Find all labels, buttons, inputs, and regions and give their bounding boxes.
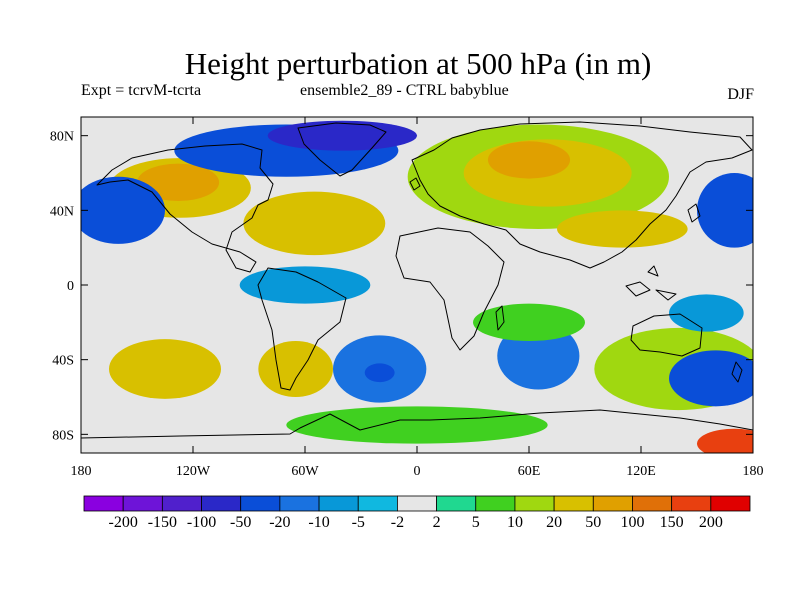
colorbar-label-6: -5: [352, 514, 365, 531]
colorbar-swatch-8: [397, 495, 437, 512]
contour-features: [81, 120, 753, 453]
contour-feature-5: [267, 120, 417, 151]
colorbar-label-7: -2: [391, 514, 404, 531]
contour-feature-20: [239, 266, 371, 304]
colorbar-swatch-6: [318, 495, 359, 512]
colorbar-swatch-14: [632, 495, 673, 512]
colorbar-label-11: 20: [546, 514, 562, 531]
colorbar-label-1: -150: [148, 514, 177, 531]
colorbar-swatch-16: [710, 495, 751, 512]
contour-feature-11: [557, 210, 688, 248]
lat-tick-label-2: 0: [67, 279, 74, 294]
ensemble-label: ensemble2_89 - CTRL babyblue: [300, 82, 509, 99]
coastline-maritime-islands: [625, 265, 677, 301]
colorbar-swatch-11: [514, 495, 555, 512]
colorbar-label-5: -10: [308, 514, 329, 531]
colorbar-label-9: 5: [472, 514, 480, 531]
lat-tick-label-3: 40S: [52, 354, 74, 369]
colorbar-label-10: 10: [507, 514, 523, 531]
colorbar-swatch-15: [671, 495, 712, 512]
colorbar-label-12: 50: [585, 514, 601, 531]
lat-tick-label-1: 40N: [50, 204, 74, 219]
contour-feature-12: [109, 339, 221, 399]
colorbar-swatch-13: [592, 495, 633, 512]
colorbar-label-15: 200: [699, 514, 723, 531]
coastline-africa: [395, 227, 505, 351]
contour-plot-area: [81, 117, 753, 453]
contour-feature-2: [81, 176, 165, 244]
coastline-antarctica: [81, 409, 753, 439]
colorbar-swatch-5: [279, 495, 320, 512]
lat-tick-label-4: 80S: [52, 428, 74, 443]
colorbar-label-2: -100: [187, 514, 216, 531]
contour-feature-22: [286, 406, 548, 444]
coastline-south-america: [257, 267, 347, 391]
coastline-madagascar: [495, 305, 505, 331]
coastline-australia: [630, 313, 703, 357]
contour-feature-1: [137, 163, 220, 201]
contour-feature-15: [364, 363, 395, 383]
coastline-eurasia: [411, 121, 753, 269]
lon-tick-label-4: 60E: [518, 464, 541, 479]
lon-tick-label-3: 0: [414, 464, 421, 479]
colorbar-label-13: 100: [620, 514, 644, 531]
contour-feature-21: [473, 303, 585, 342]
lon-tick-label-6: 180: [743, 464, 764, 479]
coastline-greenland: [297, 122, 387, 177]
colorbar-label-8: 2: [433, 514, 441, 531]
colorbar-swatch-0: [83, 495, 124, 512]
colorbar-swatch-7: [357, 495, 398, 512]
coastline-new-zealand: [731, 361, 743, 383]
colorbar-swatch-1: [122, 495, 163, 512]
lon-tick-label-1: 120W: [176, 464, 211, 479]
lat-tick-label-0: 80N: [50, 130, 74, 145]
coastline-japan: [687, 203, 701, 223]
lon-tick-label-0: 180: [71, 464, 92, 479]
contour-feature-3: [697, 173, 753, 248]
colorbar-label-0: -200: [109, 514, 138, 531]
contour-feature-19: [669, 294, 744, 332]
colorbar-swatch-12: [553, 495, 594, 512]
contour-feature-7: [280, 215, 348, 243]
contour-feature-10: [487, 141, 571, 179]
colorbar: -200 -150 -100 -50 -20 -10 -5 -2 2 5 10 20 50 100 150 2…: [83, 495, 751, 531]
lon-tick-label-5: 120E: [626, 464, 656, 479]
colorbar-swatch-9: [436, 495, 477, 512]
coastline-north-america: [96, 143, 274, 273]
colorbar-swatch-3: [201, 495, 242, 512]
coastline-british-isles: [409, 177, 421, 191]
map-title: Height perturbation at 500 hPa (in m): [184, 46, 652, 81]
contour-feature-13: [258, 341, 333, 397]
colorbar-swatch-2: [161, 495, 202, 512]
lon-tick-label-2: 60W: [291, 464, 319, 479]
coastlines: [81, 121, 753, 439]
contour-feature-18: [669, 350, 753, 407]
colorbar-swatch-4: [240, 495, 281, 512]
experiment-label: Expt = tcrvM-tcrta: [81, 82, 202, 99]
axis-ticks: 80N 40N 0 40S 80S 180 120W 60W 0 60E 120E 180: [50, 117, 764, 479]
contour-feature-23: [697, 428, 753, 453]
colorbar-swatch-10: [475, 495, 516, 512]
season-label: DJF: [727, 86, 754, 103]
colorbar-label-14: 150: [660, 514, 684, 531]
colorbar-label-4: -20: [269, 514, 290, 531]
colorbar-label-3: -50: [230, 514, 251, 531]
